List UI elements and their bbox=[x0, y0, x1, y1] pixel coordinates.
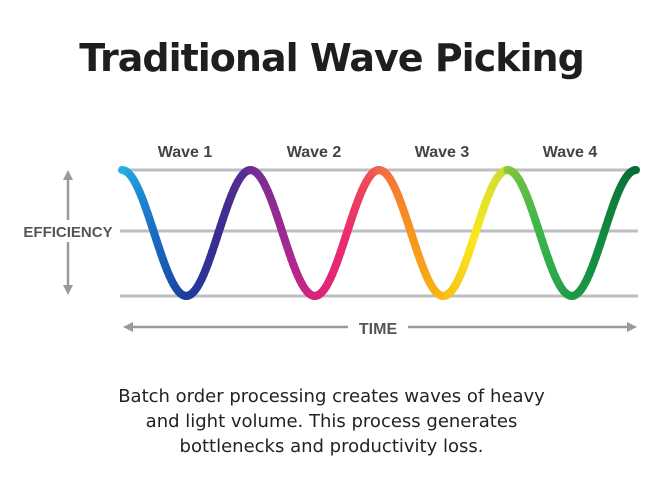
wave-4-label: Wave 4 bbox=[543, 144, 598, 161]
caption-line-3: bottlenecks and productivity loss. bbox=[179, 436, 484, 457]
caption-line-2: and light volume. This process generates bbox=[145, 411, 518, 432]
wave-1-label: Wave 1 bbox=[158, 144, 213, 161]
time-label-background bbox=[348, 316, 408, 338]
caption-line-1: Batch order processing creates waves of … bbox=[118, 386, 545, 407]
wave-3-label: Wave 3 bbox=[415, 144, 470, 161]
caption: Batch order processing creates waves of … bbox=[60, 384, 603, 459]
wave-2-label: Wave 2 bbox=[287, 144, 342, 161]
time-label: TIME bbox=[359, 321, 398, 338]
page-title: Traditional Wave Picking bbox=[79, 36, 585, 80]
efficiency-label: EFFICIENCY bbox=[23, 224, 112, 241]
efficiency-label-background bbox=[20, 220, 116, 242]
wave-curves bbox=[118, 166, 640, 300]
